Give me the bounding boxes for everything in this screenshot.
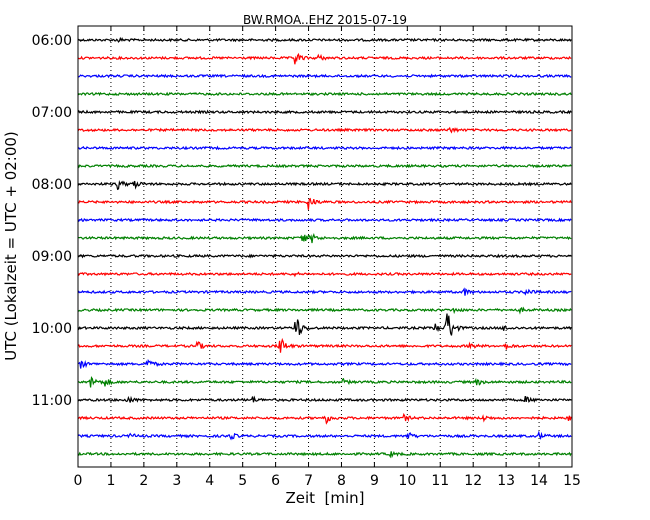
- x-tick-label: 14: [530, 473, 548, 489]
- trace-0830: [77, 217, 572, 223]
- y-tick-label: 11:00: [32, 393, 72, 409]
- trace-0630: [77, 73, 572, 79]
- x-tick-label: 4: [205, 473, 214, 489]
- y-tick-label: 07:00: [32, 105, 72, 121]
- grid-layer: [110, 26, 540, 467]
- trace-0915: [77, 271, 572, 278]
- x-tick-label: 3: [172, 473, 181, 489]
- y-axis-label: UTC (Lokalzeit = UTC + 02:00): [2, 131, 20, 361]
- trace-0800: [77, 180, 572, 191]
- y-tick-label: 06:00: [32, 33, 72, 49]
- y-tick-label: 10:00: [32, 321, 72, 337]
- x-tick-label: 8: [337, 473, 346, 489]
- trace-1115: [77, 412, 572, 425]
- trace-0730: [77, 145, 572, 151]
- x-tick-label: 5: [238, 473, 247, 489]
- x-tick-label: 13: [497, 473, 515, 489]
- x-tick-layer: 0 1 2 3 4 5 6 7 8 9 10 11 12 13 14 15: [74, 26, 581, 489]
- trace-0900: [77, 253, 572, 259]
- trace-0945: [77, 306, 572, 315]
- trace-1030: [77, 359, 572, 369]
- chart-title: BW.RMOA..EHZ 2015-07-19: [243, 13, 407, 27]
- x-tick-label: 10: [398, 473, 416, 489]
- x-tick-label: 7: [304, 473, 313, 489]
- plot-frame: [77, 25, 573, 468]
- x-tick-label: 1: [106, 473, 115, 489]
- trace-0745: [77, 163, 572, 169]
- trace-1145: [77, 450, 572, 459]
- trace-layer: [77, 36, 572, 459]
- trace-1015: [77, 337, 572, 353]
- y-tick-label: 09:00: [32, 249, 72, 265]
- x-tick-label: 15: [563, 473, 581, 489]
- trace-0845: [77, 232, 572, 244]
- trace-0700: [77, 109, 572, 115]
- x-axis-label: Zeit [min]: [285, 489, 364, 507]
- trace-0930: [77, 287, 572, 296]
- x-tick-label: 9: [370, 473, 379, 489]
- trace-0645: [77, 91, 572, 97]
- x-tick-label: 6: [271, 473, 280, 489]
- trace-0815: [77, 197, 572, 210]
- trace-0600: [77, 36, 572, 43]
- trace-0615: [77, 52, 572, 65]
- x-tick-label: 12: [464, 473, 482, 489]
- x-tick-label: 2: [139, 473, 148, 489]
- trace-1000: [77, 313, 572, 336]
- trace-1130: [77, 430, 572, 441]
- trace-1045: [77, 375, 572, 388]
- trace-0715: [77, 126, 572, 134]
- y-tick-label: 08:00: [32, 177, 72, 193]
- trace-1100: [77, 395, 572, 403]
- x-tick-label: 0: [74, 473, 83, 489]
- y-tick-layer: 06:00 07:00 08:00 09:00 10:00 11:00: [32, 33, 572, 409]
- x-tick-label: 11: [431, 473, 449, 489]
